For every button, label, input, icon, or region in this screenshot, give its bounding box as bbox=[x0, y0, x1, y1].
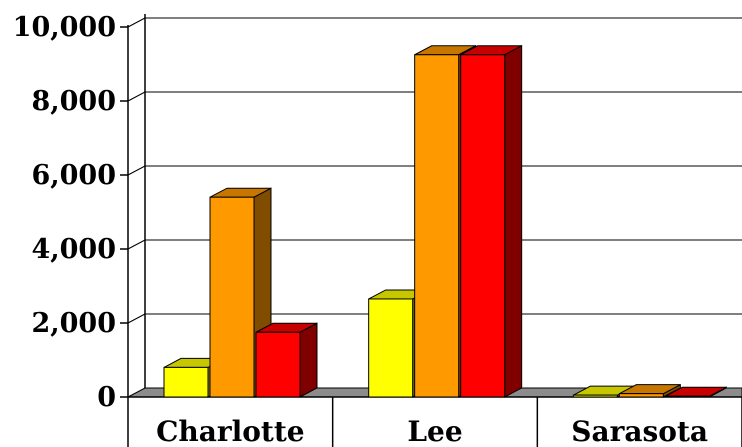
y-tick-label: 6,000 bbox=[31, 160, 116, 191]
category-label: Sarasota bbox=[571, 415, 708, 447]
y-tick-label: 0 bbox=[97, 382, 116, 413]
gridline-depth bbox=[127, 17, 146, 28]
gridline-depth bbox=[127, 165, 146, 176]
bars bbox=[163, 44, 727, 398]
y-tick-labels: 0 2,000 4,000 6,000 8,000 10,000 bbox=[13, 12, 116, 413]
y-tick-label: 2,000 bbox=[31, 308, 116, 339]
bar bbox=[255, 322, 318, 398]
bar bbox=[618, 383, 681, 398]
y-tick-label: 8,000 bbox=[31, 86, 116, 117]
gridline-depth bbox=[127, 239, 146, 250]
bar bbox=[460, 44, 523, 398]
category-label: Charlotte bbox=[156, 415, 305, 447]
category-label: Lee bbox=[407, 415, 462, 447]
gridline-depth bbox=[127, 313, 146, 324]
category-labels: Charlotte Lee Sarasota bbox=[156, 415, 708, 447]
gridline-depth bbox=[127, 91, 146, 102]
bar bbox=[209, 187, 272, 398]
y-tick-label: 4,000 bbox=[31, 234, 116, 265]
bar bbox=[664, 386, 727, 398]
y-tick-label: 10,000 bbox=[13, 12, 116, 43]
